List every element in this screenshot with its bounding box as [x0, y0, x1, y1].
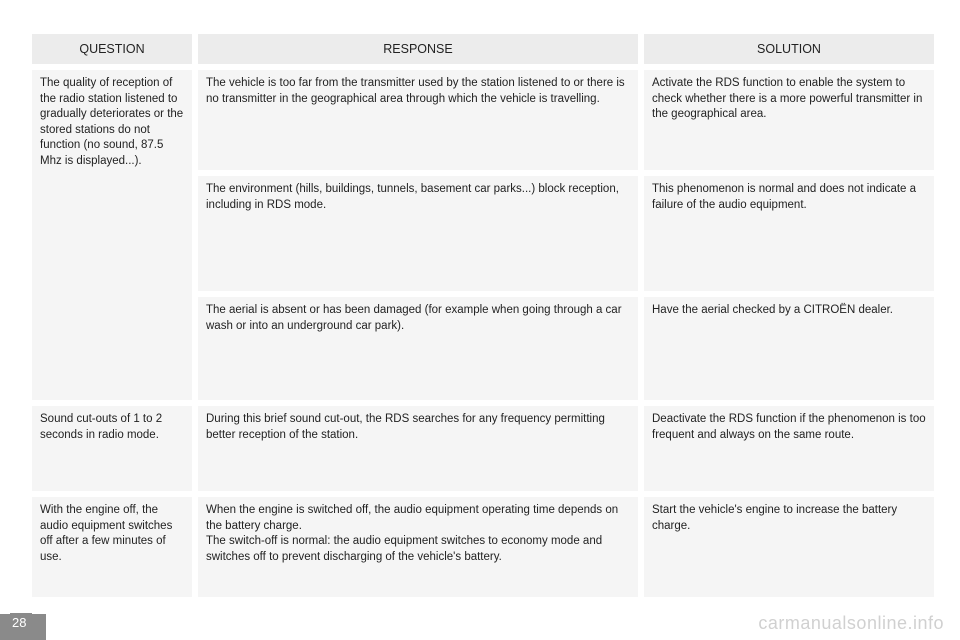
table-row: With the engine off, the audio equipment… [32, 497, 928, 597]
response-cell: The environment (hills, buildings, tunne… [198, 176, 638, 291]
table-row: The environment (hills, buildings, tunne… [198, 176, 934, 291]
header-solution: SOLUTION [644, 34, 934, 64]
table-header-row: QUESTION RESPONSE SOLUTION [32, 34, 928, 64]
question-cell: With the engine off, the audio equipment… [32, 497, 192, 597]
watermark-text: carmanualsonline.info [758, 613, 944, 634]
table-row: The vehicle is too far from the transmit… [198, 70, 934, 170]
response-cell: The vehicle is too far from the transmit… [198, 70, 638, 170]
response-cell: When the engine is switched off, the aud… [198, 497, 638, 597]
response-cell: The aerial is absent or has been damaged… [198, 297, 638, 400]
response-solution-stack: The vehicle is too far from the transmit… [198, 70, 934, 400]
solution-cell: Have the aerial checked by a CITROËN dea… [644, 297, 934, 400]
solution-cell: Start the vehicle's engine to increase t… [644, 497, 934, 597]
page-number: 28 [10, 613, 32, 632]
response-cell: During this brief sound cut-out, the RDS… [198, 406, 638, 491]
solution-cell: Deactivate the RDS function if the pheno… [644, 406, 934, 491]
question-cell: Sound cut-outs of 1 to 2 seconds in radi… [32, 406, 192, 491]
solution-cell: Activate the RDS function to enable the … [644, 70, 934, 170]
header-question: QUESTION [32, 34, 192, 64]
table-row: The aerial is absent or has been damaged… [198, 297, 934, 400]
table-row: The quality of reception of the radio st… [32, 70, 928, 400]
question-cell: The quality of reception of the radio st… [32, 70, 192, 400]
header-response: RESPONSE [198, 34, 638, 64]
table-row: Sound cut-outs of 1 to 2 seconds in radi… [32, 406, 928, 491]
solution-cell: This phenomenon is normal and does not i… [644, 176, 934, 291]
manual-page: QUESTION RESPONSE SOLUTION The quality o… [0, 0, 960, 597]
